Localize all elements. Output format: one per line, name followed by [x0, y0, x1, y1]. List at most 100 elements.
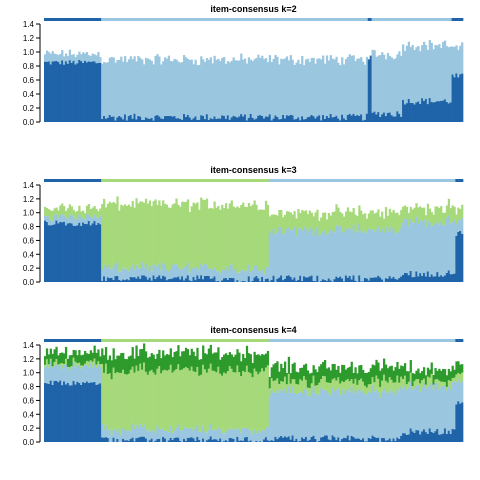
bar-segment — [95, 368, 98, 385]
bar-segment — [331, 364, 334, 380]
cluster-strip-cell — [295, 18, 298, 21]
bar-segment — [173, 115, 176, 122]
cluster-strip-cell — [255, 18, 258, 21]
cluster-strip-cell — [306, 18, 310, 21]
bar-segment — [205, 440, 209, 442]
bar-segment — [369, 438, 372, 442]
bar-segment — [87, 204, 91, 215]
bar-segment — [386, 368, 390, 383]
bar-segment — [143, 202, 146, 268]
bar-segment — [405, 273, 409, 282]
bar-segment — [411, 102, 414, 122]
bar-segment — [66, 219, 70, 224]
bar-segment — [97, 218, 100, 223]
bar-segment — [285, 56, 289, 116]
cluster-strip-cell — [190, 339, 193, 342]
bar-segment — [91, 361, 94, 368]
cluster-strip-cell — [445, 179, 449, 182]
bar-segment — [251, 377, 254, 435]
bar-segment — [228, 366, 231, 429]
bar-segment — [314, 385, 317, 393]
cluster-strip-cell — [87, 179, 91, 182]
bar-segment — [203, 431, 207, 442]
bar-segment — [303, 364, 306, 377]
bar-segment — [51, 220, 54, 225]
bar-segment — [457, 361, 460, 373]
bar-segment — [394, 212, 397, 234]
bar-segment — [200, 115, 203, 122]
bar-segment — [434, 101, 437, 122]
bar-segment — [148, 59, 151, 119]
bar-segment — [447, 103, 451, 122]
bar-segment — [274, 436, 277, 442]
bar-segment — [190, 119, 193, 122]
bar-segment — [373, 365, 376, 383]
bar-segment — [304, 118, 308, 122]
bar-segment — [403, 218, 407, 273]
cluster-strip-cell — [91, 339, 94, 342]
bar-segment — [249, 206, 252, 273]
bar-segment — [320, 120, 323, 122]
bar-segment — [74, 384, 77, 442]
bar-segment — [405, 45, 409, 104]
bar-segment — [413, 373, 416, 381]
bar-segment — [127, 280, 131, 282]
bar-segment — [388, 377, 391, 390]
cluster-strip-cell — [413, 18, 416, 21]
bar-segment — [363, 213, 367, 231]
bar-segment — [131, 366, 134, 424]
bar-segment — [160, 358, 163, 374]
cluster-strip-cell — [213, 18, 216, 21]
bar-segment — [421, 380, 424, 388]
bar-segment — [95, 224, 98, 282]
cluster-strip-cell — [163, 18, 167, 21]
bar-segment — [432, 384, 435, 390]
cluster-strip-cell — [112, 18, 115, 21]
bar-segment — [106, 265, 110, 278]
cluster-strip-cell — [304, 18, 308, 21]
bar-segment — [304, 277, 308, 282]
bar-segment — [64, 225, 68, 282]
bar-segment — [272, 214, 275, 229]
bar-segment — [84, 60, 87, 122]
bar-segment — [323, 435, 327, 442]
bar-segment — [55, 214, 58, 221]
bar-segment — [341, 231, 344, 279]
bar-segment — [449, 208, 452, 224]
cluster-strip-cell — [360, 179, 363, 182]
bar-segment — [301, 393, 304, 438]
bar-segment — [122, 267, 125, 280]
bar-segment — [405, 219, 409, 274]
bar-segment — [384, 380, 388, 393]
bar-segment — [318, 394, 321, 441]
cluster-strip-cell — [434, 18, 437, 21]
cluster-strip-cell — [162, 339, 165, 342]
bar-segment — [282, 59, 285, 116]
cluster-strip-cell — [303, 339, 306, 342]
bar-segment — [148, 356, 151, 372]
bar-segment — [263, 274, 266, 282]
bar-segment — [106, 374, 110, 430]
bar-segment — [80, 355, 83, 366]
bar-segment — [423, 367, 426, 379]
bar-segment — [103, 115, 106, 122]
cluster-strip-cell — [66, 339, 70, 342]
cluster-strip-cell — [392, 179, 395, 182]
bar-segment — [455, 382, 458, 405]
bar-segment — [421, 45, 424, 99]
cluster-strip-cell — [219, 18, 222, 21]
bar-segment — [63, 56, 66, 65]
bar-segment — [285, 384, 289, 393]
bar-segment — [343, 381, 346, 394]
bar-segment — [310, 390, 313, 437]
bar-segment — [341, 278, 344, 282]
bar-segment — [213, 439, 216, 442]
bar-segment — [453, 206, 456, 220]
cluster-strip-cell — [202, 179, 205, 182]
bar-segment — [91, 207, 94, 218]
bar-segment — [257, 270, 260, 279]
bar-segment — [171, 278, 174, 282]
bar-segment — [112, 280, 115, 282]
bar-segment — [272, 275, 275, 282]
bar-segment — [74, 361, 77, 368]
